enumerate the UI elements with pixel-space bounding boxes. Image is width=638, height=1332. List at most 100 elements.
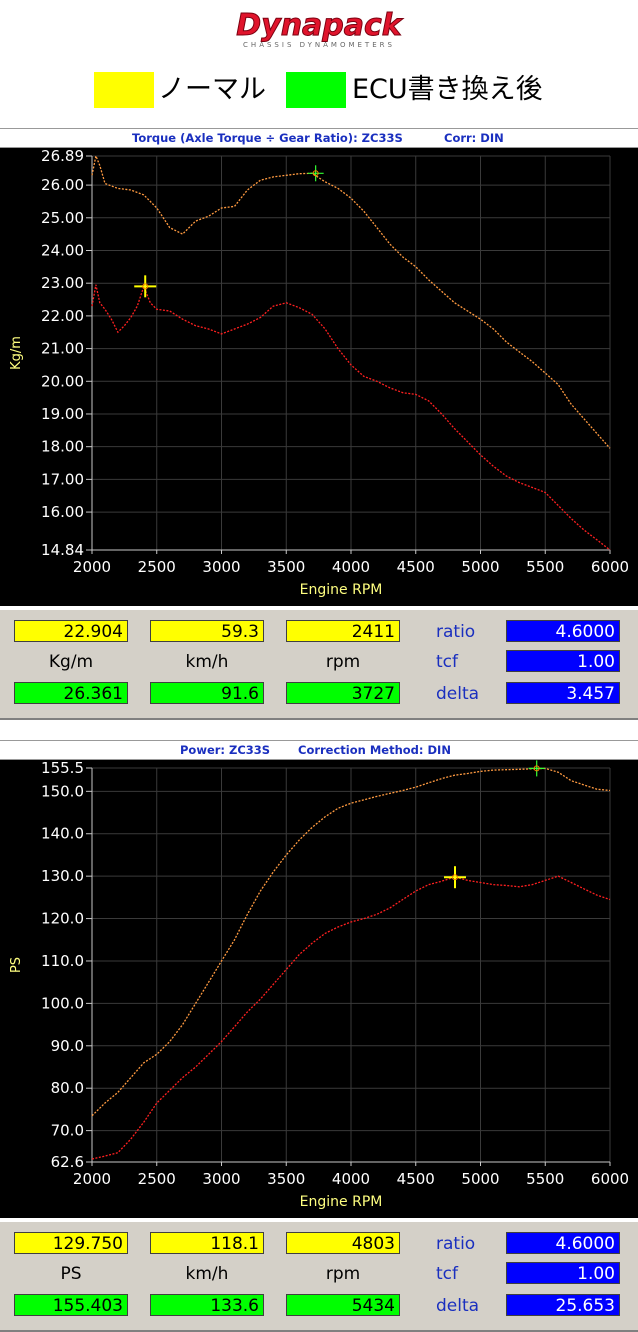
torque-cursor1-value: 22.904 <box>14 620 128 642</box>
torque-readout: 22.904 59.3 2411 Kg/m km/h rpm 26.361 91… <box>0 608 638 720</box>
power-ratio-value: 4.6000 <box>506 1232 620 1254</box>
power-ytick-90.0: 90.0 <box>51 1037 84 1055</box>
power-delta-value: 25.653 <box>506 1294 620 1316</box>
torque-ytick-17.00: 17.00 <box>41 470 84 488</box>
legend-swatch-normal <box>94 72 154 108</box>
torque-ytick-18.00: 18.00 <box>41 438 84 456</box>
legend-swatch-tuned <box>286 72 346 108</box>
power-unit-value: PS <box>60 1264 82 1284</box>
power-ytick-70.0: 70.0 <box>51 1122 84 1140</box>
power-tcf-label: tcf <box>436 1264 458 1284</box>
logo-tagline: CHASSIS DYNAMOMETERS <box>243 41 395 49</box>
power-cursor1-value: 129.750 <box>14 1232 128 1254</box>
legend-label-tuned: ECU書き換え後 <box>352 74 543 105</box>
power-title: Power: ZC33S <box>180 743 271 757</box>
power-cursor1-rpm: 4803 <box>286 1232 400 1254</box>
torque-ratio-label: ratio <box>436 622 476 642</box>
torque-tcf-label: tcf <box>436 652 458 672</box>
power-panel: Power: ZC33S Correction Method: DIN 2000… <box>0 740 638 1332</box>
torque-title: Torque (Axle Torque ÷ Gear Ratio): ZC33S <box>132 131 403 145</box>
power-correction: Correction Method: DIN <box>298 743 451 757</box>
torque-ytick-26.00: 26.00 <box>41 176 84 194</box>
torque-ytick-26.89: 26.89 <box>41 148 84 165</box>
power-delta-label: delta <box>436 1296 480 1316</box>
torque-cursor2-value: 26.361 <box>14 682 128 704</box>
torque-ytick-20.00: 20.00 <box>41 372 84 390</box>
power-ytick-80.0: 80.0 <box>51 1079 84 1097</box>
torque-cursor2-speed: 91.6 <box>150 682 264 704</box>
power-xtick-3000: 3000 <box>202 1170 240 1188</box>
torque-xtick-5000: 5000 <box>461 558 499 576</box>
torque-unit-rpm: rpm <box>325 652 361 672</box>
torque-ytick-19.00: 19.00 <box>41 405 84 423</box>
power-cursor2-rpm: 5434 <box>286 1294 400 1316</box>
power-xtick-4000: 4000 <box>332 1170 370 1188</box>
torque-correction: Corr: DIN <box>444 131 504 145</box>
torque-ytick-23.00: 23.00 <box>41 274 84 292</box>
torque-plot: 2000 2500 3000 3500 4000 4500 5000 5500 6000 26.8… <box>0 148 638 606</box>
power-xtick-2000: 2000 <box>73 1170 111 1188</box>
torque-xlabel: Engine RPM <box>300 582 383 598</box>
power-ytick-62.6: 62.6 <box>51 1153 84 1171</box>
torque-ylabel: Kg/m <box>9 336 24 370</box>
torque-xtick-6000: 6000 <box>591 558 629 576</box>
legend: ノーマル ECU書き換え後 <box>0 72 638 108</box>
torque-cursor1-speed: 59.3 <box>150 620 264 642</box>
torque-cursor2-rpm: 3727 <box>286 682 400 704</box>
torque-xtick-5500: 5500 <box>526 558 564 576</box>
torque-unit-value: Kg/m <box>48 652 94 672</box>
torque-ytick-16.00: 16.00 <box>41 503 84 521</box>
power-unit-rpm: rpm <box>325 1264 361 1284</box>
power-cursor2-speed: 133.6 <box>150 1294 264 1316</box>
power-ytick-150.0: 150.0 <box>41 782 84 800</box>
power-ytick-140.0: 140.0 <box>41 825 84 843</box>
torque-chart: 2000 2500 3000 3500 4000 4500 5000 5500 6000 26.8… <box>9 148 629 598</box>
power-cursor-tuned[interactable] <box>528 760 545 777</box>
power-ytick-130.0: 130.0 <box>41 867 84 885</box>
power-xtick-2500: 2500 <box>138 1170 176 1188</box>
power-xtick-5000: 5000 <box>461 1170 499 1188</box>
torque-delta-value: 3.457 <box>506 682 620 704</box>
power-ylabel: PS <box>9 957 24 973</box>
power-cursor2-value: 155.403 <box>14 1294 128 1316</box>
power-xlabel: Engine RPM <box>300 1194 383 1210</box>
torque-ytick-25.00: 25.00 <box>41 209 84 227</box>
power-readout: 129.750 118.1 4803 PS km/h rpm 155.403 1… <box>0 1220 638 1332</box>
power-title-bar: Power: ZC33S Correction Method: DIN <box>0 740 638 760</box>
power-xtick-6000: 6000 <box>591 1170 629 1188</box>
power-ratio-label: ratio <box>436 1234 476 1254</box>
torque-xtick-3500: 3500 <box>267 558 305 576</box>
torque-xtick-2500: 2500 <box>138 558 176 576</box>
torque-cursor-tuned[interactable] <box>307 165 324 182</box>
torque-ytick-21.00: 21.00 <box>41 340 84 358</box>
dynapack-logo: Dynapack CHASSIS DYNAMOMETERS <box>168 8 470 50</box>
power-ytick-155.5: 155.5 <box>41 760 84 777</box>
torque-delta-label: delta <box>436 684 480 704</box>
power-series-normal <box>91 875 611 1160</box>
power-cursor1-speed: 118.1 <box>150 1232 264 1254</box>
torque-unit-speed: km/h <box>185 652 229 672</box>
torque-xtick-4000: 4000 <box>332 558 370 576</box>
power-series-tuned <box>91 767 611 1117</box>
legend-label-normal: ノーマル <box>158 74 266 105</box>
torque-xtick-2000: 2000 <box>73 558 111 576</box>
power-plot: 2000 2500 3000 3500 4000 4500 5000 5500 6000 155.… <box>0 760 638 1218</box>
power-tcf-value: 1.00 <box>506 1262 620 1284</box>
torque-ratio-value: 4.6000 <box>506 620 620 642</box>
torque-ytick-22.00: 22.00 <box>41 307 84 325</box>
power-ytick-100.0: 100.0 <box>41 994 84 1012</box>
power-unit-speed: km/h <box>185 1264 229 1284</box>
torque-xtick-4500: 4500 <box>397 558 435 576</box>
torque-series-normal <box>91 284 611 551</box>
torque-cursor1-rpm: 2411 <box>286 620 400 642</box>
torque-ytick-14.84: 14.84 <box>41 541 84 559</box>
power-xtick-4500: 4500 <box>397 1170 435 1188</box>
logo-brand: Dynapack <box>236 10 404 43</box>
torque-xtick-3000: 3000 <box>202 558 240 576</box>
torque-title-bar: Torque (Axle Torque ÷ Gear Ratio): ZC33S… <box>0 128 638 148</box>
power-cursor-normal[interactable] <box>443 866 466 889</box>
torque-ytick-24.00: 24.00 <box>41 241 84 259</box>
power-xtick-3500: 3500 <box>267 1170 305 1188</box>
torque-tcf-value: 1.00 <box>506 650 620 672</box>
torque-cursor-normal[interactable] <box>134 275 157 298</box>
